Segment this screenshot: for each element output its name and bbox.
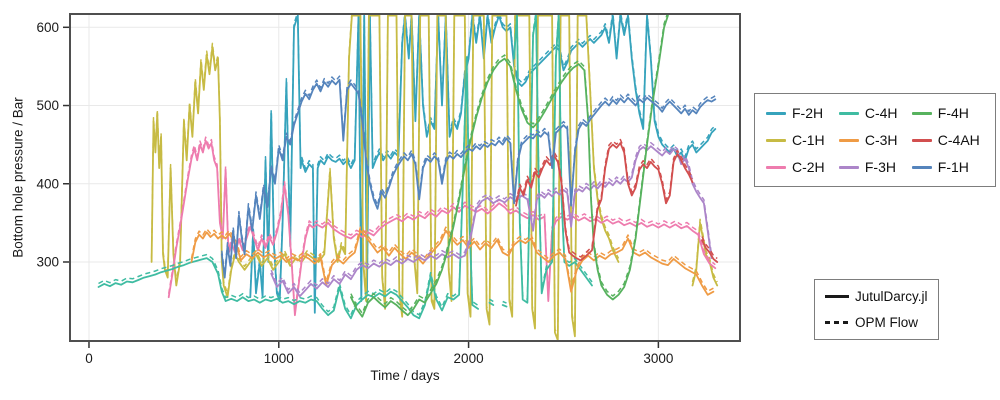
y-tick-label: 400 — [36, 176, 59, 191]
series-line-dashed-F-1H — [221, 75, 716, 275]
legend-entry-f1h: F-1H — [911, 159, 984, 175]
solid-line-icon — [825, 295, 849, 298]
well-legend: F-2H C-1H C-2H C-4H C-3H F-3H F-4H C-4A — [754, 93, 996, 187]
legend-label: F-1H — [937, 159, 969, 175]
series-line-dashed-C-4AH — [515, 138, 718, 260]
x-axis-label: Time / days — [370, 368, 440, 383]
line-swatch-icon — [766, 138, 786, 142]
plot-border — [69, 13, 741, 342]
legend-label: C-4H — [864, 105, 898, 121]
series-line-dashed-C-1H — [150, 14, 718, 338]
line-swatch-icon — [911, 165, 932, 169]
series-line-C-4AH — [515, 142, 719, 263]
legend-label: F-2H — [792, 105, 824, 121]
legend-label: OPM Flow — [855, 315, 919, 330]
series-line-F-3H — [270, 145, 713, 298]
legend-entry-f3h: F-3H — [838, 159, 902, 175]
legend-entry-opmflow: OPM Flow — [825, 315, 928, 330]
line-swatch-icon — [838, 165, 859, 169]
legend-entry-f4h: F-4H — [911, 105, 984, 121]
legend-label: JutulDarcy.jl — [855, 289, 928, 304]
legend-entry-c3h: C-3H — [838, 132, 902, 148]
line-swatch-icon — [766, 165, 786, 169]
legend-label: C-2H — [792, 159, 825, 175]
legend-entry-f2h: F-2H — [766, 105, 829, 121]
legend-entry-jutuldarcy: JutulDarcy.jl — [825, 289, 928, 304]
series-line-C-3H — [190, 229, 715, 296]
line-swatch-icon — [911, 138, 932, 142]
series-line-C-4H — [97, 14, 593, 320]
y-tick-label: 600 — [36, 20, 59, 35]
dashed-line-icon — [825, 321, 849, 324]
y-axis-label: Bottom hole pressure / Bar — [10, 97, 26, 258]
x-tick-label: 1000 — [264, 351, 294, 366]
x-tick-label: 3000 — [643, 351, 673, 366]
y-tick-label: 500 — [36, 98, 59, 113]
y-tick-label: 300 — [36, 254, 59, 269]
legend-label: F-4H — [937, 105, 969, 121]
solver-legend: JutulDarcy.jl OPM Flow — [814, 279, 939, 340]
series-line-dashed-F-4H — [350, 14, 669, 314]
x-tick-label: 0 — [85, 351, 93, 366]
legend-label: C-1H — [792, 132, 825, 148]
line-swatch-icon — [766, 111, 786, 115]
series-line-dashed-C-4H — [98, 14, 593, 316]
x-tick-label: 2000 — [454, 351, 484, 366]
series-line-dashed-F-2H — [249, 14, 716, 311]
series-line-F-1H — [220, 78, 717, 279]
legend-entry-c2h: C-2H — [766, 159, 829, 175]
legend-label: C-4AH — [937, 132, 980, 148]
legend-entry-c4ah: C-4AH — [911, 132, 984, 148]
legend-entry-c4h: C-4H — [838, 105, 902, 121]
line-swatch-icon — [911, 111, 932, 115]
line-swatch-icon — [838, 138, 859, 142]
line-swatch-icon — [838, 111, 859, 115]
legend-label: C-3H — [864, 132, 898, 148]
legend-entry-c1h: C-1H — [766, 132, 829, 148]
series-line-dashed-F-3H — [270, 141, 713, 294]
legend-label: F-3H — [864, 159, 896, 175]
series-line-F-4H — [350, 14, 669, 318]
